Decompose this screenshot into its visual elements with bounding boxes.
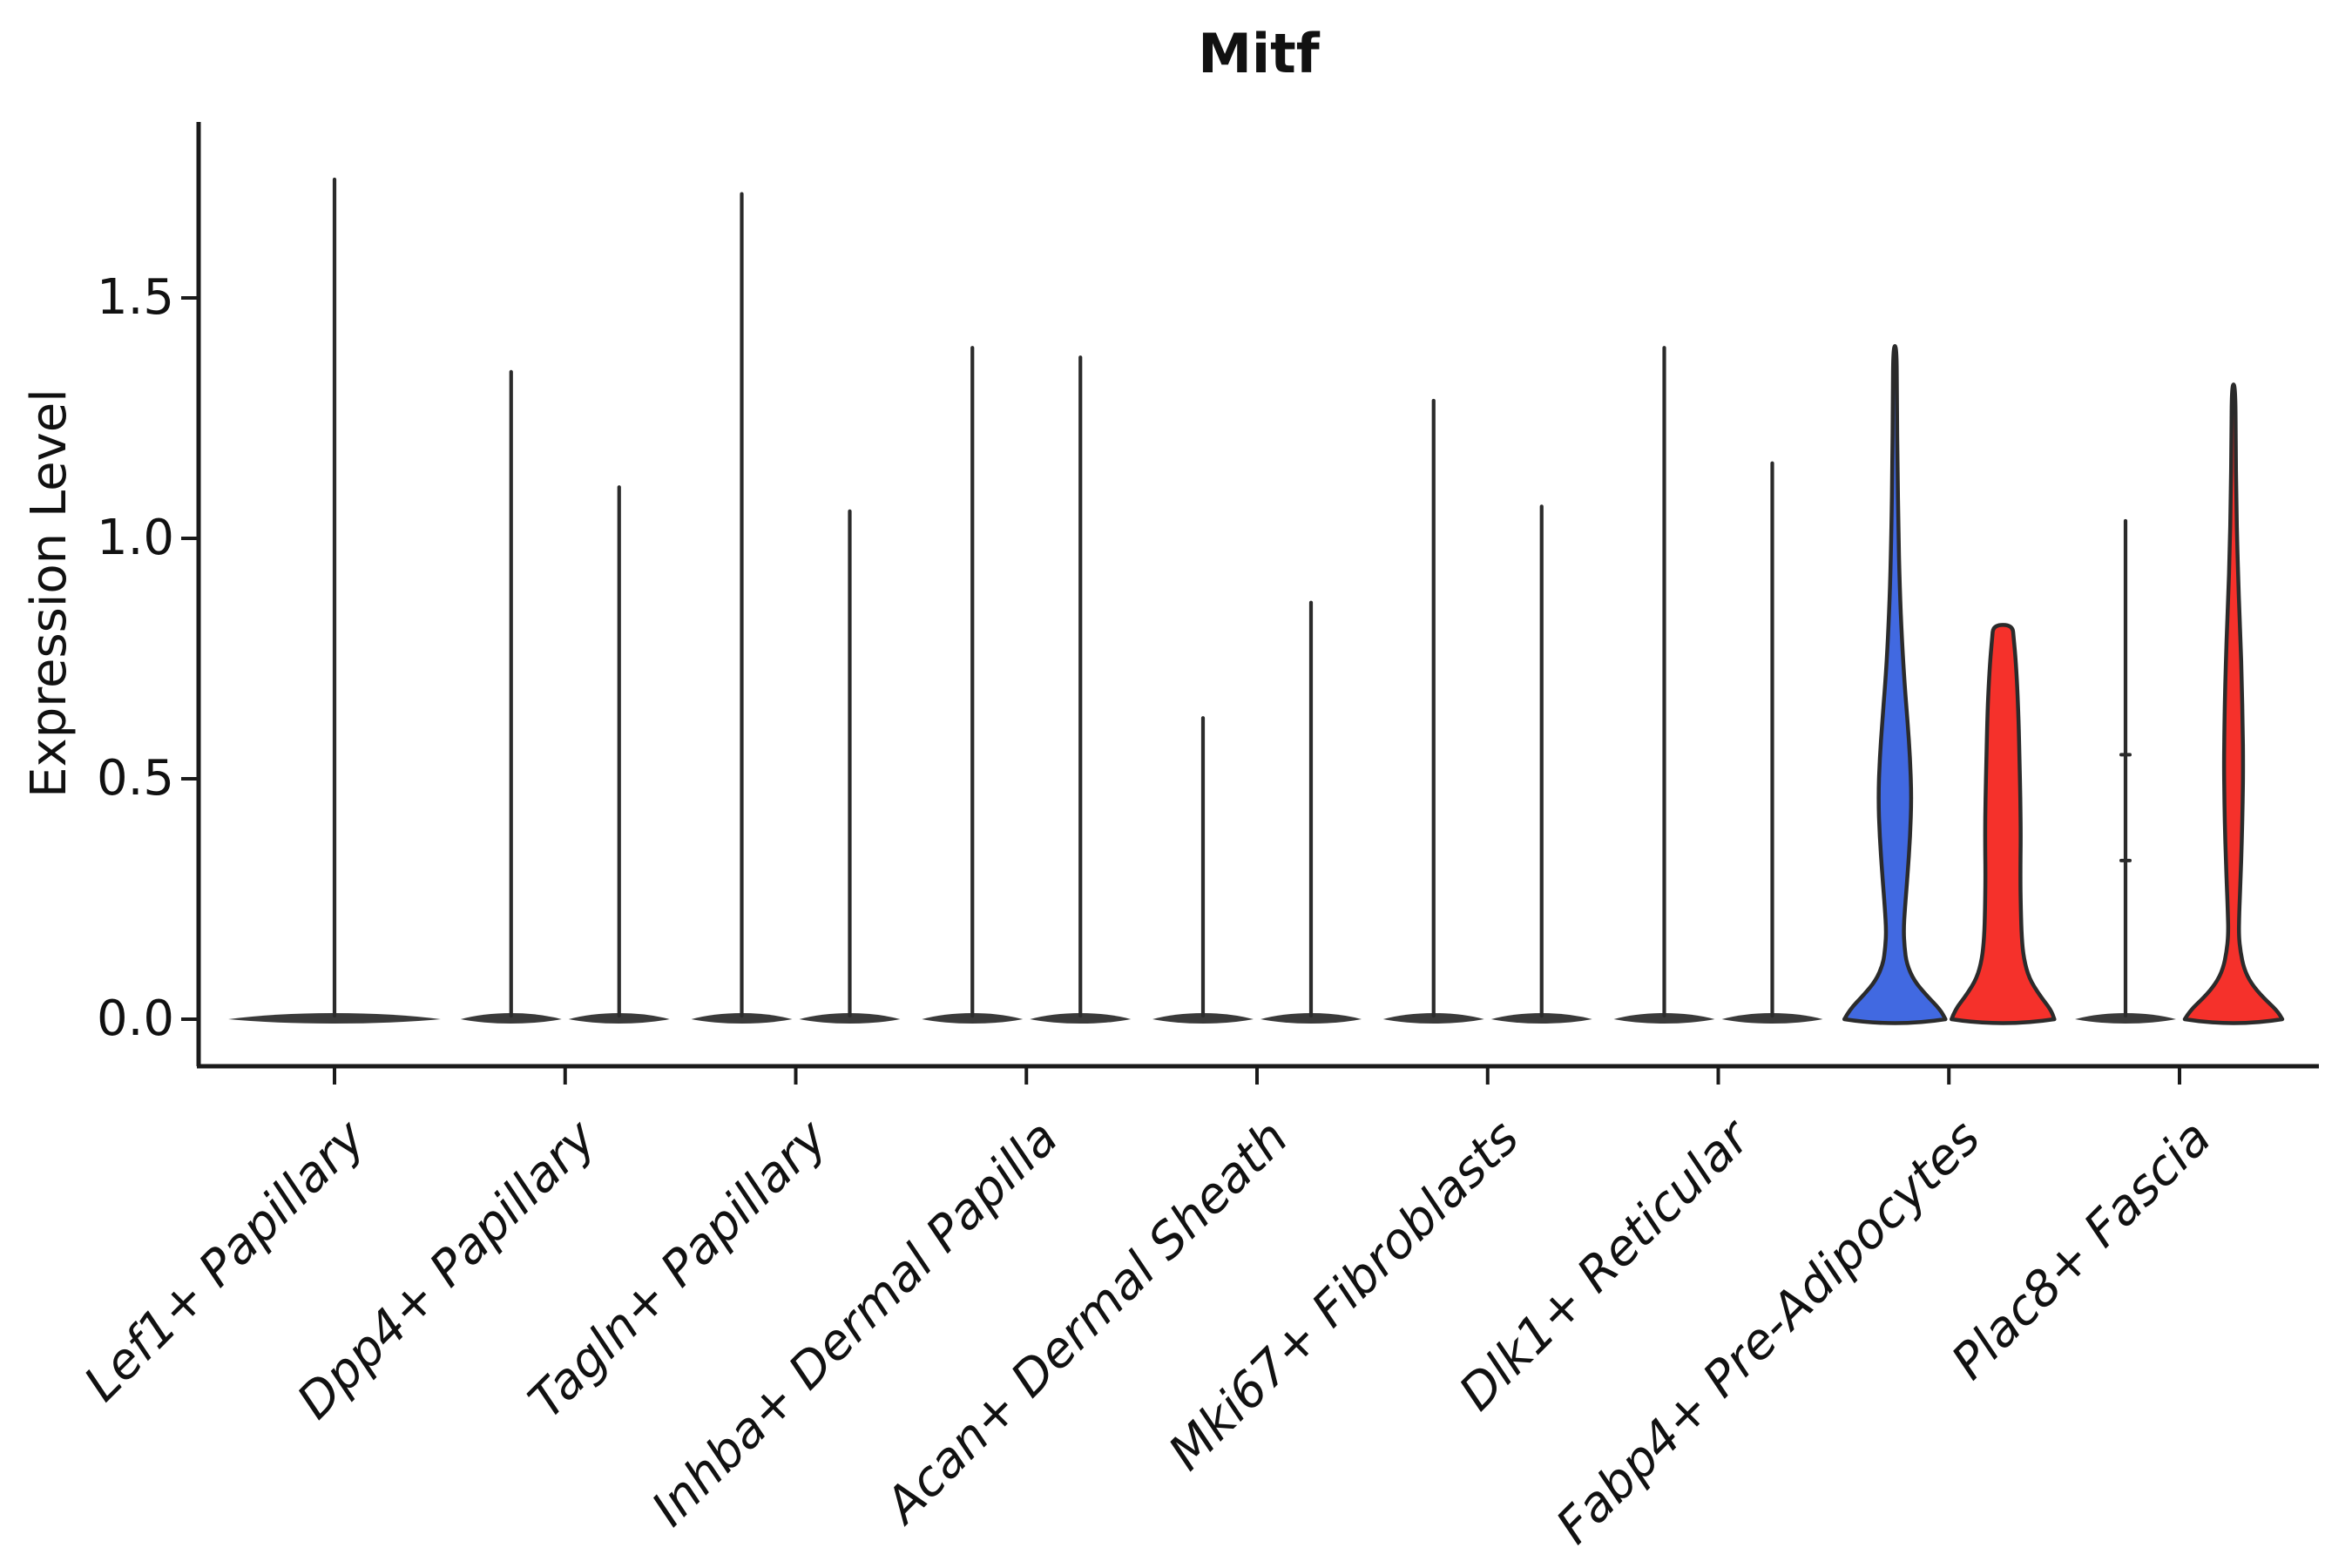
violin-dpp4-papillary-right-base xyxy=(568,1013,670,1024)
violin-plac8-fascia-red xyxy=(2182,382,2285,1025)
violin-lef1-papillary-single-base xyxy=(228,1013,441,1024)
violin-mki67-fibroblasts-left-base xyxy=(1382,1013,1484,1024)
y-tick-label: 1.0 xyxy=(96,510,174,566)
violin-tagln-papillary-right-base xyxy=(799,1013,901,1024)
violin-fabp4-pre-adipocytes-blue xyxy=(1842,343,1948,1025)
violin-dlk1-reticular-right-base xyxy=(1721,1013,1823,1024)
violin-plac8-fascia-left-base xyxy=(2075,1013,2176,1024)
violin-acan-dermal-sheath-right-base xyxy=(1260,1013,1362,1024)
violin-mki67-fibroblasts-right-base xyxy=(1490,1013,1592,1024)
violin-inhba-dermal-papilla-right-base xyxy=(1030,1013,1132,1024)
y-tick-label: 0.0 xyxy=(96,990,174,1047)
violin-inhba-dermal-papilla-left-base xyxy=(922,1013,1024,1024)
violin-tagln-papillary-left-base xyxy=(691,1013,793,1024)
violin-acan-dermal-sheath-left-base xyxy=(1152,1013,1254,1024)
y-tick-label: 0.5 xyxy=(96,750,174,807)
violin-fabp4-pre-adipocytes-red xyxy=(1950,623,2057,1025)
chart-title: Mitf xyxy=(1198,22,1320,85)
violin-dpp4-papillary-left-base xyxy=(460,1013,562,1024)
y-tick-label: 1.5 xyxy=(96,269,174,326)
violin-dlk1-reticular-left-base xyxy=(1613,1013,1715,1024)
